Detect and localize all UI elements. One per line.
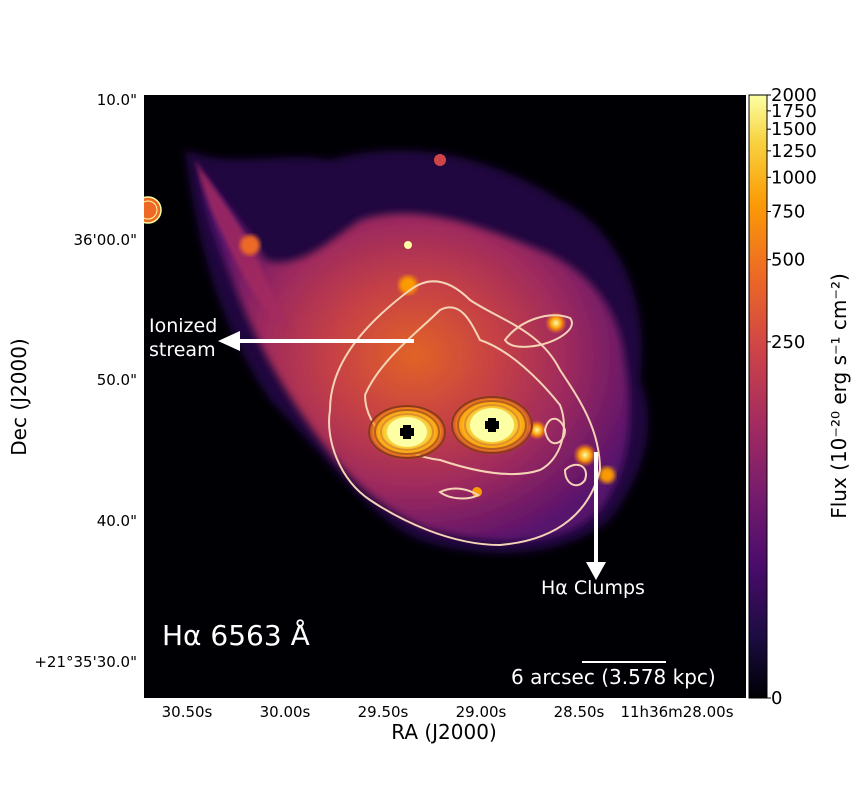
colorbar-tick-label: 250: [771, 332, 805, 353]
contour-knot: [503, 314, 573, 348]
nucleus-east: [367, 404, 447, 460]
contour-knot: [438, 487, 480, 500]
clumps-arrow: [586, 452, 606, 580]
knot: [434, 154, 446, 166]
knot: [399, 276, 417, 294]
colorbar-gradient: [748, 94, 768, 699]
contour-knot: [563, 463, 587, 487]
x-tick-label: 30.00s: [260, 703, 311, 721]
colorbar-tick-label: 1500: [771, 119, 817, 140]
y-axis-label: Dec (J2000): [7, 338, 31, 455]
knot: [545, 312, 567, 334]
x-axis: 30.50s 30.00s 29.50s 29.00s 28.50s 11h36…: [162, 703, 734, 721]
stream-arrow: [218, 331, 414, 351]
x-axis-label: RA (J2000): [391, 720, 497, 744]
contour-outer: [328, 280, 602, 547]
knot: [573, 443, 597, 467]
knot: [240, 235, 260, 255]
colorbar-tick-label: 1000: [771, 167, 817, 188]
edge-star-contour: [144, 200, 158, 220]
x-tick-label: 29.00s: [456, 703, 507, 721]
scale-bar-label: 6 arcsec (3.578 kpc): [511, 665, 716, 689]
colorbar-tick-label: 2000: [771, 85, 817, 106]
emission-nebula: [200, 170, 630, 542]
colorbar-tick-label: 0: [771, 688, 782, 709]
y-axis: 10.0" 36'00.0" 50.0" 40.0" +21°35'30.0": [34, 91, 137, 671]
knot: [599, 467, 615, 483]
stream-label-line1: Ionized: [149, 315, 217, 337]
colorbar-tick-label: 1250: [771, 141, 817, 162]
contours: [328, 280, 602, 547]
image-panel: [144, 95, 746, 698]
contour-knot: [543, 417, 567, 445]
colorbar-label: Flux (10⁻²⁰ erg s⁻¹ cm⁻²): [827, 273, 851, 519]
x-tick-label: 30.50s: [162, 703, 213, 721]
knot: [404, 241, 412, 249]
x-tick-label: 11h36m28.00s: [620, 703, 733, 721]
y-tick-label: 40.0": [97, 512, 137, 530]
y-tick-label: +21°35'30.0": [34, 653, 137, 671]
contour-mid: [363, 306, 565, 476]
knot: [472, 487, 482, 497]
stream-label-line2: stream: [149, 339, 216, 361]
y-tick-label: 10.0": [97, 91, 137, 109]
x-tick-label: 29.50s: [358, 703, 409, 721]
y-tick-label: 50.0": [97, 371, 137, 389]
edge-star-contour: [144, 196, 162, 224]
colorbar-tick-label: 1750: [771, 101, 817, 122]
y-tick-label: 36'00.0": [73, 231, 137, 249]
clumps-label: Hα Clumps: [541, 577, 645, 599]
edge-star: [144, 197, 161, 223]
colorbar-tick-label: 500: [771, 250, 805, 271]
nucleus-west: [450, 395, 534, 455]
colorbar-tick-label: 750: [771, 202, 805, 223]
x-tick-label: 28.50s: [554, 703, 605, 721]
line-label: Hα 6563 Å: [162, 618, 310, 652]
